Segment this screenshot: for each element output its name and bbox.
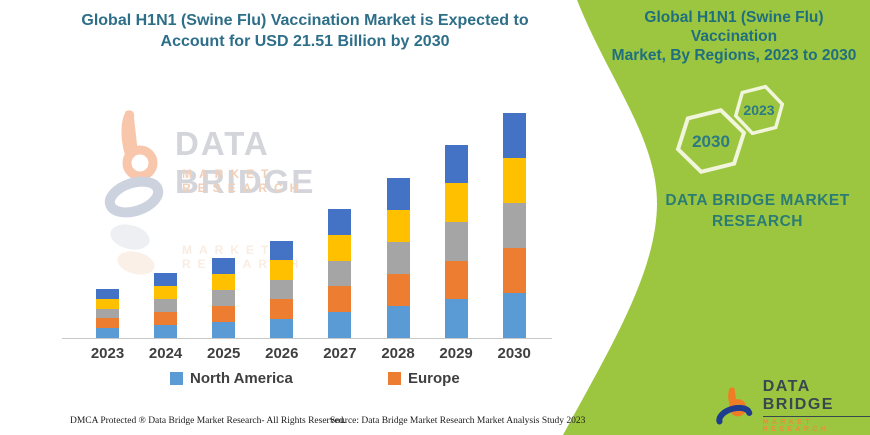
bar-segment <box>154 286 178 299</box>
logo-text-block: DATA BRIDGE MARKET RESEARCH <box>762 378 870 433</box>
bar-segment <box>270 260 294 280</box>
bar-segment <box>96 328 119 338</box>
bar-segment <box>386 210 410 242</box>
right-panel-brand-line1: DATA BRIDGE MARKET <box>665 192 850 209</box>
data-bridge-logo-icon <box>716 386 753 424</box>
bar-chart: 2023 2024 2025 2026 2027 2028 2029 2030 <box>62 85 554 375</box>
source-notice: Source: Data Bridge Market Research Mark… <box>330 416 586 426</box>
right-panel-heading-line1: Global H1N1 (Swine Flu) Vaccination <box>644 9 824 45</box>
dmca-notice: DMCA Protected ® Data Bridge Market Rese… <box>70 416 346 426</box>
bar-segment <box>328 234 352 261</box>
bar-segment <box>444 260 468 300</box>
hexagon-2030-label: 2030 <box>692 132 730 151</box>
bar-segment <box>154 325 178 338</box>
bar-2026 <box>270 241 294 338</box>
hexagon-2023 <box>733 84 785 136</box>
hexagon-badges: 2030 2023 <box>675 84 785 175</box>
legend-item-europe: Europe <box>388 370 460 387</box>
green-panel-path <box>563 0 870 435</box>
bar-segment <box>328 209 352 235</box>
chart-title-line1: Global H1N1 (Swine Flu) Vaccination Mark… <box>81 12 529 29</box>
bar-segment <box>270 241 294 261</box>
bar-segment <box>444 299 468 338</box>
bar-segment <box>212 306 236 322</box>
legend-item-north-america: North America <box>170 370 293 387</box>
bar-2027 <box>328 209 352 338</box>
bar-segment <box>444 221 468 261</box>
right-panel-heading: Global H1N1 (Swine Flu) Vaccination Mark… <box>605 8 863 65</box>
bar-segment <box>444 183 468 222</box>
bar-segment <box>212 258 236 274</box>
bar-segment <box>212 290 236 306</box>
x-axis-label: 2024 <box>148 345 183 362</box>
bar-segment <box>328 260 352 287</box>
right-panel-brand-line2: RESEARCH <box>712 213 803 230</box>
x-axis-line <box>62 338 552 339</box>
hexagon-2023-label: 2023 <box>743 102 774 118</box>
chart-title: Global H1N1 (Swine Flu) Vaccination Mark… <box>75 10 535 52</box>
x-axis-label: 2026 <box>265 345 299 362</box>
hexagon-2030 <box>675 107 747 175</box>
bar-segment <box>154 273 178 286</box>
watermark-brand-text: DATA BRIDGE <box>175 125 316 200</box>
legend-swatch-europe <box>388 372 401 385</box>
bar-segment <box>502 202 526 248</box>
bar-segment <box>212 322 236 338</box>
bar-2029 <box>444 144 468 338</box>
bar-2025 <box>212 258 236 338</box>
bar-segment <box>328 312 352 338</box>
x-axis-label: 2030 <box>497 345 531 362</box>
bar-segment <box>386 274 410 306</box>
bar-segment <box>270 279 294 300</box>
watermark-tagline-reflection: MARKET RESEARCH <box>182 243 306 271</box>
logo-tagline-text: MARKET RESEARCH <box>762 419 830 433</box>
watermark-logo-icon <box>104 110 164 275</box>
bar-segment <box>386 306 410 338</box>
legend-label-north-america: North America <box>190 370 293 387</box>
bar-segment <box>212 274 236 290</box>
bar-segment <box>96 318 119 329</box>
x-axis-label: 2028 <box>381 345 415 362</box>
bar-segment <box>502 112 526 158</box>
logo-brand-text: DATA BRIDGE <box>762 378 870 417</box>
bar-segment <box>502 157 526 203</box>
legend-label-europe: Europe <box>408 370 460 387</box>
x-axis-label: 2027 <box>323 345 357 362</box>
watermark-tagline-text: MARKET RESEARCH <box>182 167 306 195</box>
bar-segment <box>386 242 410 274</box>
bar-segment <box>502 247 526 293</box>
bar-segment <box>386 178 410 210</box>
bar-segment <box>502 292 526 338</box>
bar-segment <box>270 299 294 319</box>
bar-2023 <box>96 289 119 338</box>
bar-segment <box>96 308 119 319</box>
bar-segment <box>328 286 352 313</box>
bar-segment <box>154 312 178 325</box>
legend-swatch-north-america <box>170 372 183 385</box>
bar-2030 <box>502 112 526 338</box>
bar-segment <box>154 299 178 312</box>
right-panel-heading-line2: Market, By Regions, 2023 to 2030 <box>611 47 857 64</box>
bar-2028 <box>386 178 410 338</box>
bar-segment <box>96 298 119 309</box>
x-axis-label: 2029 <box>439 345 473 362</box>
x-axis-label: 2025 <box>207 345 241 362</box>
data-bridge-logo: DATA BRIDGE MARKET RESEARCH <box>712 378 870 433</box>
x-axis-label: 2023 <box>90 345 125 362</box>
bar-2024 <box>154 273 178 338</box>
bar-segment <box>270 318 294 338</box>
bar-segment <box>96 289 119 299</box>
chart-title-line2: Account for USD 21.51 Billion by 2030 <box>160 33 450 50</box>
bar-segment <box>444 144 468 184</box>
right-panel-brand-text: DATA BRIDGE MARKET RESEARCH <box>655 190 860 232</box>
watermark: DATA BRIDGE MARKET RESEARCH MARKET RESEA… <box>100 105 313 290</box>
